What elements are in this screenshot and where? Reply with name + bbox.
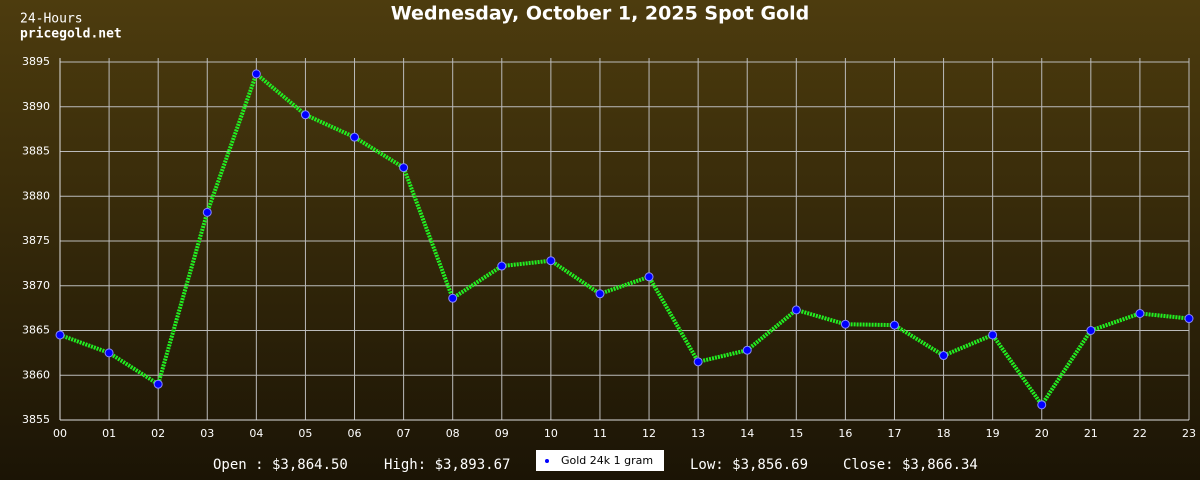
point: [497, 261, 507, 271]
legend-box: [536, 450, 664, 471]
x-tick-label: 06: [348, 427, 362, 440]
point: [644, 272, 654, 282]
point: [104, 348, 114, 358]
x-tick-label: 02: [151, 427, 165, 440]
low-stat: Low: $3,856.69: [690, 457, 808, 473]
period-label: 24-Hours: [20, 12, 83, 27]
x-tick-label: 17: [887, 427, 901, 440]
point: [546, 256, 556, 266]
x-tick-label: 03: [200, 427, 214, 440]
point: [1184, 314, 1194, 324]
x-tick-label: 08: [446, 427, 460, 440]
point: [791, 305, 801, 315]
x-tick-label: 05: [298, 427, 312, 440]
point: [153, 379, 163, 389]
point: [1086, 326, 1096, 335]
price-line: [59, 70, 1190, 409]
point: [840, 319, 850, 329]
open-stat: Open : $3,864.50: [213, 457, 348, 473]
chart-title: Wednesday, October 1, 2025 Spot Gold: [391, 3, 809, 25]
y-tick-label: 3870: [22, 279, 50, 292]
legend-marker: [545, 459, 549, 463]
point: [300, 110, 310, 120]
x-tick-label: 23: [1182, 427, 1196, 440]
x-tick-label: 11: [593, 427, 607, 440]
point: [448, 293, 458, 303]
site-label: pricegold.net: [20, 27, 122, 42]
x-tick-label: 15: [789, 427, 803, 440]
point: [939, 351, 949, 361]
y-tick-label: 3880: [22, 189, 50, 202]
point: [55, 330, 65, 340]
high-stat: High: $3,893.67: [384, 457, 510, 473]
y-tick-label: 3875: [22, 234, 50, 247]
point: [988, 330, 998, 340]
x-tick-label: 09: [495, 427, 509, 440]
x-tick-label: 18: [937, 427, 951, 440]
close-stat: Close: $3,866.34: [843, 457, 978, 473]
point: [889, 320, 899, 330]
point: [742, 345, 752, 355]
y-tick-label: 3860: [22, 368, 50, 381]
point: [595, 289, 605, 299]
x-tick-label: 01: [102, 427, 116, 440]
x-tick-label: 16: [838, 427, 852, 440]
x-tick-label: 04: [249, 427, 263, 440]
y-tick-label: 3855: [22, 413, 50, 426]
x-tick-label: 10: [544, 427, 558, 440]
point: [251, 69, 261, 79]
point: [1135, 308, 1145, 318]
x-tick-label: 21: [1084, 427, 1098, 440]
x-tick-label: 14: [740, 427, 754, 440]
point: [350, 132, 360, 142]
point: [202, 207, 212, 217]
x-tick-label: 22: [1133, 427, 1147, 440]
point: [693, 357, 703, 367]
y-tick-label: 3865: [22, 324, 50, 337]
x-tick-label: 13: [691, 427, 705, 440]
y-tick-label: 3885: [22, 145, 50, 158]
x-tick-label: 19: [986, 427, 1000, 440]
x-tick-label: 07: [397, 427, 411, 440]
legend-label: Gold 24k 1 gram: [561, 454, 653, 467]
x-tick-label: 20: [1035, 427, 1049, 440]
x-tick-label: 12: [642, 427, 656, 440]
point: [1037, 400, 1047, 410]
y-tick-label: 3890: [22, 100, 50, 113]
point: [399, 163, 409, 173]
y-tick-label: 3895: [22, 55, 50, 68]
x-tick-label: 00: [53, 427, 67, 440]
